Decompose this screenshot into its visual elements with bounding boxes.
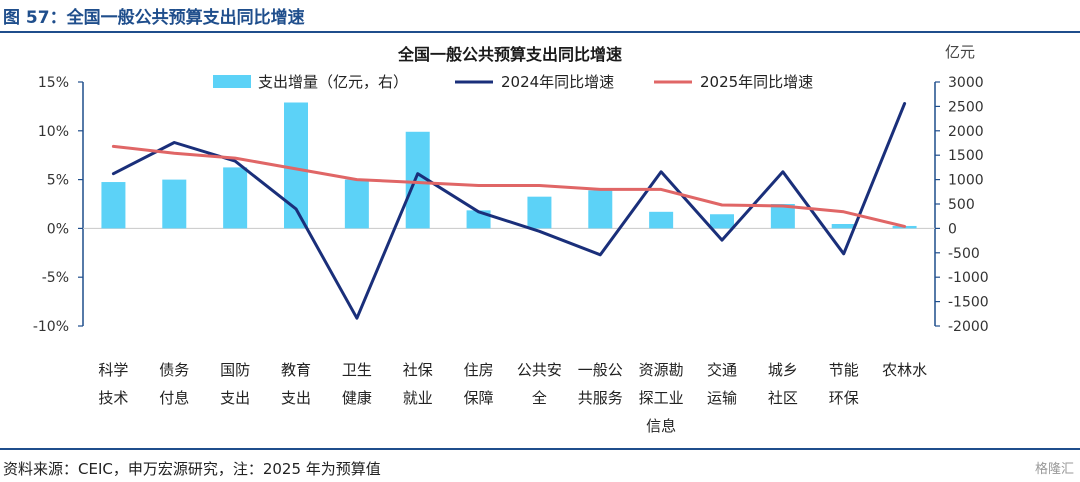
bar-0: [101, 182, 126, 229]
category-label: 农林水: [882, 361, 927, 379]
left-axis-tick-label: -10%: [33, 319, 69, 335]
line-series-0: [111, 102, 907, 320]
right-axis-tick-label: 0: [948, 221, 957, 237]
right-axis-tick-label: 2000: [948, 124, 984, 140]
line-series-1: [111, 144, 907, 228]
left-axis-tick-label: 5%: [47, 173, 69, 189]
right-axis-tick-label: 3000: [948, 75, 984, 91]
right-axis-tick-label: 1000: [948, 173, 984, 189]
bar-8: [588, 190, 613, 229]
category-label: 保障: [464, 389, 494, 407]
right-axis-tick-label: 500: [948, 197, 975, 213]
figure-footer: 资料来源：CEIC，申万宏源研究，注：2025 年为预算值 格隆汇: [0, 448, 1080, 482]
bar-4: [344, 179, 369, 229]
category-label: 技术: [98, 389, 128, 407]
right-axis-unit-label: 亿元: [945, 43, 975, 61]
category-label: 支出: [220, 389, 250, 407]
figure-title: 图 57：全国一般公共预算支出同比增速: [3, 8, 305, 28]
bar-9: [649, 211, 674, 229]
category-label: 社保: [403, 361, 433, 379]
category-label: 国防: [220, 361, 250, 379]
title-divider: [0, 31, 1080, 33]
bar-7: [527, 196, 552, 229]
category-label: 卫生: [342, 361, 372, 379]
bar-10: [710, 214, 734, 229]
chart: 全国一般公共预算支出同比增速 亿元 15% 10% 5% 0% -5% -10% 3000 250…: [33, 43, 989, 435]
right-axis-tick-label: 1500: [948, 148, 984, 164]
chart-title: 全国一般公共预算支出同比增速: [397, 45, 622, 64]
category-label: 一般公: [578, 361, 623, 379]
category-label: 城乡: [768, 361, 798, 379]
category-label: 付息: [159, 389, 189, 407]
left-axis-tick-label: 0%: [47, 221, 69, 237]
legend-label-line-1: 2025年同比增速: [700, 73, 813, 91]
category-label: 交通: [707, 361, 737, 379]
bar-1: [162, 179, 187, 229]
figure-header: 图 57：全国一般公共预算支出同比增速: [0, 0, 1080, 33]
category-label: 探工业: [639, 389, 684, 407]
bar-2: [223, 167, 248, 229]
category-label: 住房: [464, 361, 494, 379]
footer-divider: [0, 448, 1080, 450]
legend-swatch-bars: [213, 75, 251, 88]
left-axis-tick-label: -5%: [42, 270, 69, 286]
category-label: 债务: [159, 361, 189, 379]
category-label: 全: [532, 389, 547, 407]
bar-12: [831, 224, 856, 229]
category-label: 健康: [342, 389, 372, 407]
legend-label-bars: 支出增量（亿元，右）: [258, 73, 408, 91]
left-axis-tick-label: 10%: [38, 124, 69, 140]
category-label: 科学: [98, 361, 128, 379]
category-label: 就业: [403, 389, 433, 407]
watermark: 格隆汇: [1034, 462, 1074, 477]
figure-source: 资料来源：CEIC，申万宏源研究，注：2025 年为预算值: [3, 460, 381, 478]
category-label: 教育: [281, 361, 311, 379]
right-axis-tick-label: -500: [948, 246, 980, 262]
right-axis-tick-label: -1000: [948, 270, 989, 286]
right-axis-tick-label: -1500: [948, 295, 989, 311]
category-label: 运输: [707, 389, 737, 407]
category-label: 共服务: [578, 389, 623, 407]
right-axis-tick-label: -2000: [948, 319, 989, 335]
category-label: 节能: [829, 361, 859, 379]
legend-label-line-0: 2024年同比增速: [501, 73, 614, 91]
category-label: 资源勘: [639, 361, 684, 379]
category-label: 信息: [646, 417, 676, 435]
right-axis-tick-label: 2500: [948, 99, 984, 115]
category-label: 环保: [829, 389, 859, 407]
category-label: 支出: [281, 389, 311, 407]
left-axis-tick-label: 15%: [38, 75, 69, 91]
category-label: 社区: [768, 389, 798, 407]
category-label: 公共安: [517, 361, 562, 379]
